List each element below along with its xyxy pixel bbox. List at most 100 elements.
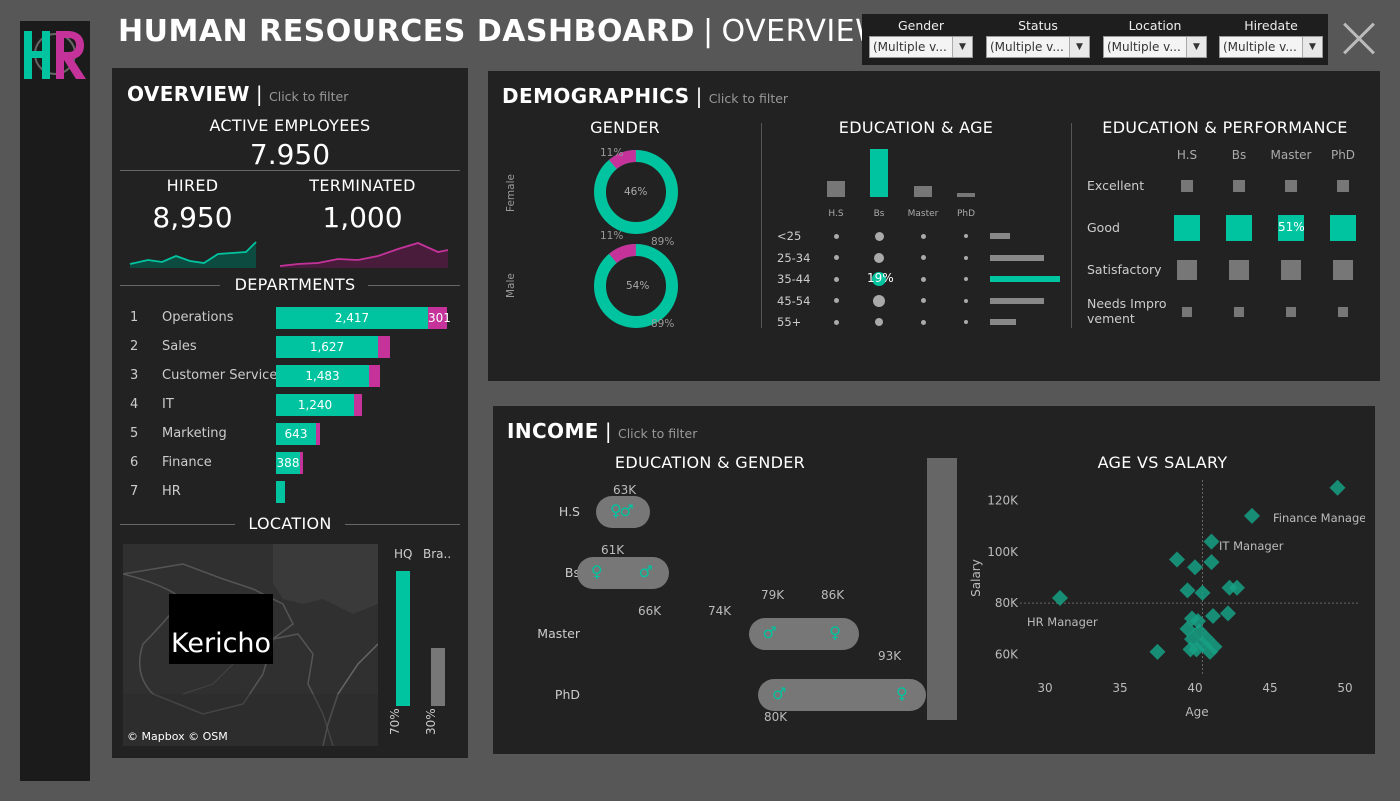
terminated-bar[interactable] xyxy=(300,452,303,474)
income-title[interactable]: INCOME | Click to filter xyxy=(507,419,698,443)
scatter-point[interactable] xyxy=(1179,582,1196,599)
terminated-bar[interactable] xyxy=(369,365,380,387)
performance-cell[interactable] xyxy=(1233,180,1245,192)
scatter-point[interactable] xyxy=(1190,613,1206,630)
female-donut[interactable] xyxy=(592,148,680,236)
performance-cell[interactable] xyxy=(1286,307,1296,317)
active-bar[interactable] xyxy=(276,481,285,503)
age-dot[interactable] xyxy=(920,298,926,303)
active-bar[interactable]: 1,627 xyxy=(276,336,378,358)
age-dot[interactable] xyxy=(920,255,926,260)
scatter-point[interactable] xyxy=(1179,620,1196,637)
age-dot[interactable] xyxy=(964,320,968,324)
scatter-point[interactable] xyxy=(1191,623,1208,640)
age-dot[interactable] xyxy=(920,276,926,282)
status-dropdown[interactable]: (Multiple v... ▼ xyxy=(986,36,1090,58)
scatter-point[interactable] xyxy=(1052,590,1068,607)
location-dropdown[interactable]: (Multiple v... ▼ xyxy=(1103,36,1207,58)
performance-cell[interactable] xyxy=(1338,307,1348,317)
age-bar[interactable] xyxy=(990,254,1044,261)
performance-cell[interactable] xyxy=(1226,215,1252,241)
age-dot[interactable] xyxy=(872,272,886,286)
performance-cell[interactable] xyxy=(1333,260,1353,280)
active-bar[interactable]: 1,240 xyxy=(276,394,354,416)
scatter-point[interactable] xyxy=(1203,533,1220,550)
active-bar[interactable]: 388 xyxy=(276,452,300,474)
terminated-sparkline[interactable] xyxy=(278,236,450,268)
department-row[interactable]: 1 Operations 2,417 301 xyxy=(124,307,454,329)
performance-cell[interactable] xyxy=(1281,260,1301,280)
active-bar[interactable]: 1,483 xyxy=(276,365,369,387)
department-row[interactable]: 6 Finance 388 xyxy=(124,452,454,474)
terminated-bar[interactable] xyxy=(354,394,362,416)
income-range-bar[interactable] xyxy=(596,496,650,528)
education-bar[interactable] xyxy=(914,186,932,197)
age-dot[interactable] xyxy=(964,255,968,260)
department-row[interactable]: 3 Customer Service 1,483 xyxy=(124,365,454,387)
education-bar[interactable] xyxy=(870,149,888,197)
age-dot[interactable] xyxy=(964,277,968,281)
hired-sparkline[interactable] xyxy=(128,236,258,268)
terminated-bar[interactable] xyxy=(378,336,390,358)
chevron-down-icon[interactable]: ▼ xyxy=(1186,37,1206,57)
branch-bar[interactable] xyxy=(431,648,445,706)
age-salary-scatter[interactable]: 30 35 40 45 50 120K 100K 80K 60K Age Salary Finance… xyxy=(960,470,1365,725)
age-bar[interactable] xyxy=(990,297,1044,304)
education-bar[interactable] xyxy=(957,193,975,197)
performance-cell[interactable] xyxy=(1229,260,1249,280)
chevron-down-icon[interactable]: ▼ xyxy=(1069,37,1089,57)
chevron-down-icon[interactable]: ▼ xyxy=(952,37,972,57)
age-dot[interactable] xyxy=(833,298,839,303)
scatter-point[interactable] xyxy=(1205,607,1221,624)
age-dot[interactable] xyxy=(920,233,926,239)
scatter-point[interactable] xyxy=(1206,638,1223,655)
education-bar[interactable] xyxy=(827,181,845,197)
hr-logo[interactable] xyxy=(22,27,88,81)
hq-bar[interactable] xyxy=(396,571,410,706)
income-range-bar[interactable] xyxy=(748,618,860,650)
hiredate-dropdown[interactable]: (Multiple v... ▼ xyxy=(1219,36,1323,58)
income-range-bar[interactable] xyxy=(758,679,926,711)
scatter-point[interactable] xyxy=(1169,551,1185,568)
scatter-point[interactable] xyxy=(1199,631,1215,648)
department-row[interactable]: 5 Marketing 643 xyxy=(124,423,454,445)
performance-cell[interactable] xyxy=(1182,307,1192,317)
department-row[interactable]: 2 Sales 1,627 xyxy=(124,336,454,358)
age-dot[interactable] xyxy=(874,252,884,263)
performance-cell[interactable] xyxy=(1174,215,1200,241)
male-donut[interactable] xyxy=(592,242,680,330)
performance-cell[interactable] xyxy=(1278,215,1304,241)
close-icon[interactable] xyxy=(1342,22,1376,56)
age-dot[interactable] xyxy=(833,319,839,325)
scatter-point[interactable] xyxy=(1149,643,1166,660)
age-bar[interactable] xyxy=(990,319,1016,325)
chevron-down-icon[interactable]: ▼ xyxy=(1302,37,1322,57)
scatter-point[interactable] xyxy=(1329,479,1346,496)
performance-cell[interactable] xyxy=(1177,260,1197,280)
performance-cell[interactable] xyxy=(1337,180,1349,192)
overview-title[interactable]: OVERVIEW | Click to filter xyxy=(127,82,349,106)
scatter-point[interactable] xyxy=(1203,554,1220,571)
scatter-point[interactable] xyxy=(1187,559,1203,576)
scatter-point[interactable] xyxy=(1194,584,1211,601)
age-dot[interactable] xyxy=(833,276,839,282)
age-dot[interactable] xyxy=(874,231,884,241)
age-dot[interactable] xyxy=(964,234,968,238)
performance-cell[interactable] xyxy=(1181,180,1193,192)
scatter-point[interactable] xyxy=(1244,507,1260,524)
age-dot[interactable] xyxy=(964,298,968,303)
performance-cell[interactable] xyxy=(1234,307,1244,317)
active-bar[interactable]: 643 xyxy=(276,423,316,445)
performance-cell[interactable] xyxy=(1285,180,1297,192)
age-dot[interactable] xyxy=(833,255,839,260)
department-row[interactable]: 7 HR xyxy=(124,481,454,503)
age-bar[interactable] xyxy=(990,276,1060,282)
age-dot[interactable] xyxy=(873,294,885,307)
scatter-point[interactable] xyxy=(1220,605,1236,622)
scroll-divider[interactable] xyxy=(927,458,957,720)
age-dot[interactable] xyxy=(920,319,926,325)
age-dot[interactable] xyxy=(833,233,839,239)
terminated-bar[interactable]: 301 xyxy=(428,307,451,329)
gender-dropdown[interactable]: (Multiple v... ▼ xyxy=(869,36,973,58)
age-dot[interactable] xyxy=(875,318,883,326)
